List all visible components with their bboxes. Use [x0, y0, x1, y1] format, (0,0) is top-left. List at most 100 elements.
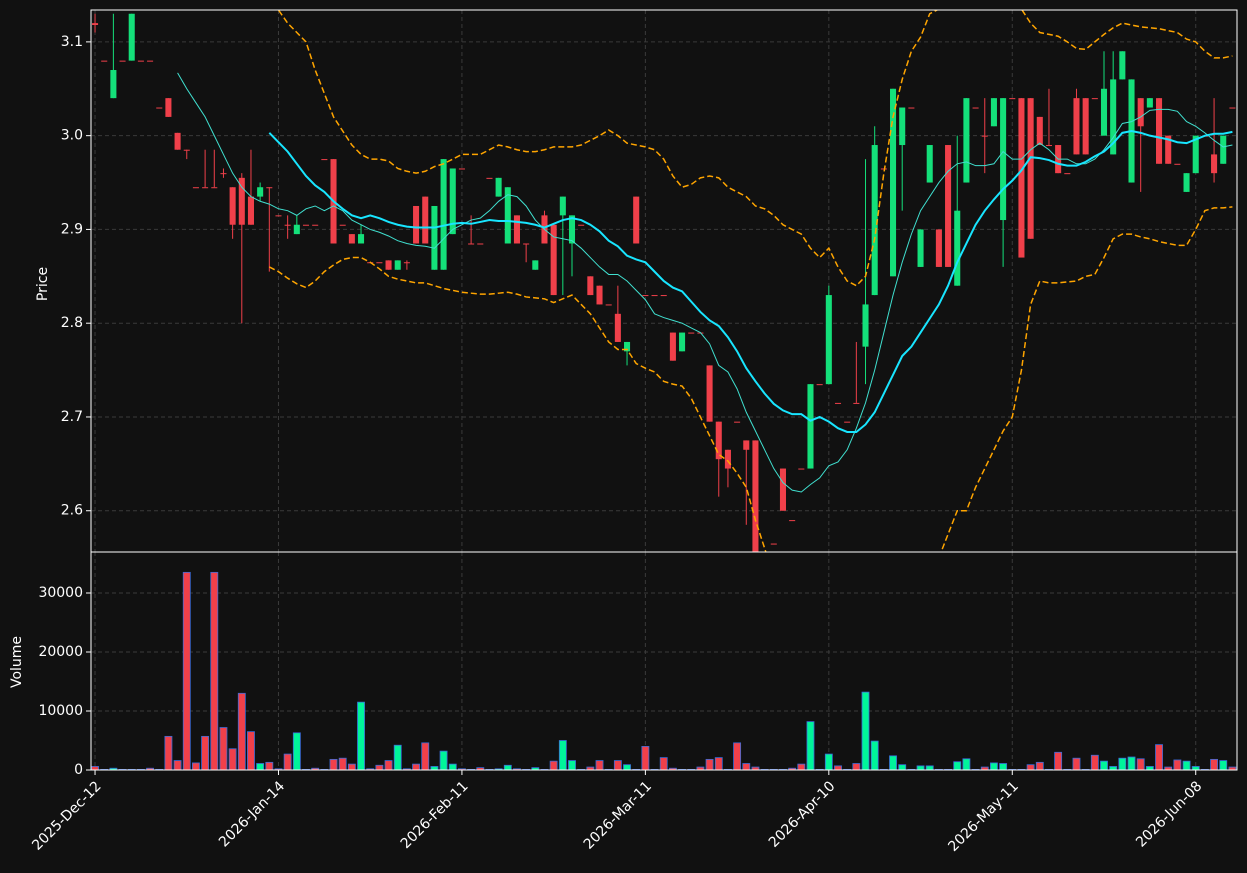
candle-body — [1183, 173, 1190, 192]
candle-body — [532, 260, 539, 270]
candle-body — [825, 295, 832, 385]
volume-tick-label: 10000 — [38, 703, 83, 719]
candle-body — [339, 224, 346, 226]
volume-tick-label: 0 — [74, 762, 83, 778]
candle-body — [376, 262, 383, 264]
volume-bar — [311, 767, 320, 770]
candle-body — [137, 60, 144, 62]
candle-body — [257, 187, 264, 197]
volume-bar — [448, 763, 457, 770]
candle-body — [688, 332, 695, 334]
candle-body — [1000, 98, 1007, 221]
candle-body — [1100, 88, 1108, 136]
volume-bar — [237, 692, 246, 770]
candle-body — [413, 205, 420, 244]
volume-bar — [1072, 757, 1081, 770]
volume-bar — [870, 740, 879, 770]
volume-bar — [1026, 764, 1035, 770]
candle-body — [862, 304, 869, 347]
volume-bar — [916, 765, 925, 770]
candle-body — [147, 60, 154, 62]
volume-bar — [1035, 761, 1044, 770]
volume-bar — [1182, 760, 1191, 770]
volume-bar — [201, 735, 210, 770]
candle-body — [550, 224, 557, 296]
candle-body — [321, 159, 328, 161]
volume-bar — [265, 761, 274, 770]
candle-body — [1192, 135, 1199, 174]
volume-bar — [714, 757, 723, 770]
volume-bar — [1173, 759, 1182, 770]
candle-body — [624, 341, 631, 352]
volume-bar — [219, 727, 228, 770]
indicator-line — [277, 10, 1233, 287]
candle-body — [715, 421, 722, 460]
candle-body — [101, 60, 108, 62]
candle-body — [1119, 51, 1126, 80]
y-tick-label: 2.8 — [61, 315, 83, 331]
volume-bar — [659, 757, 668, 770]
volume-bar — [146, 767, 154, 770]
candle-body — [1137, 98, 1144, 127]
candle-body — [1027, 98, 1034, 239]
candle-body — [789, 520, 796, 522]
candle-body — [504, 187, 511, 244]
candle-body — [192, 187, 199, 189]
candle-body — [963, 98, 970, 183]
volume-bar — [558, 740, 567, 770]
y-tick-label: 2.9 — [61, 221, 83, 237]
volume-tick-label: 20000 — [38, 644, 83, 660]
candle-body — [486, 177, 493, 179]
volume-bar — [173, 760, 182, 770]
candle-body — [211, 187, 218, 189]
candle-body — [908, 107, 915, 109]
candle-body — [660, 295, 667, 297]
candle-body — [1229, 107, 1236, 109]
y-tick-label: 3.0 — [61, 128, 83, 144]
candle-body — [284, 224, 291, 226]
volume-bar — [357, 701, 365, 770]
price-panel — [92, 10, 1236, 552]
volume-bar — [613, 760, 622, 770]
volume-bar — [228, 748, 237, 770]
volume-bar — [953, 761, 962, 770]
candle-body — [935, 229, 942, 267]
candle-body — [890, 88, 897, 277]
volume-bar — [1118, 757, 1127, 770]
volume-bar — [898, 764, 907, 770]
candle-body — [990, 98, 997, 127]
candle-body — [871, 145, 878, 296]
candle-body — [605, 304, 612, 306]
volume-bar — [641, 746, 650, 770]
candle-body — [165, 98, 172, 117]
volume-bar — [1090, 754, 1099, 770]
candle-body — [302, 224, 310, 226]
candle-body — [1073, 98, 1080, 155]
volume-bar — [1219, 760, 1228, 770]
volume-bar — [568, 760, 576, 770]
volume-bar — [503, 764, 512, 770]
candle-body — [633, 196, 640, 244]
volume-bar — [531, 767, 540, 770]
candle-body — [358, 234, 365, 244]
candle-body — [578, 224, 585, 226]
volume-bar — [1155, 744, 1163, 770]
candle-body — [385, 260, 392, 270]
volume-bar — [824, 753, 833, 770]
volume-bar — [109, 767, 118, 770]
candle-body — [954, 210, 961, 286]
volume-bar — [1109, 766, 1118, 770]
candle-body — [1045, 145, 1052, 147]
volume-bar — [375, 764, 384, 770]
volume-bar — [852, 763, 861, 770]
candle-body — [440, 159, 447, 270]
volume-tick-label: 30000 — [38, 585, 83, 601]
candle-body — [981, 135, 988, 137]
candle-body — [92, 23, 99, 26]
candle-body — [642, 295, 649, 297]
candle-body — [394, 260, 401, 270]
candle-body — [1146, 98, 1153, 108]
y-tick-label: 2.6 — [61, 503, 83, 519]
